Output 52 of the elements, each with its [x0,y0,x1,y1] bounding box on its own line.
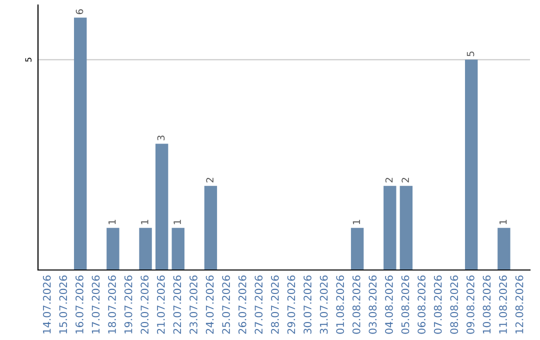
data-label: 1 [352,220,360,224]
bar [155,144,168,270]
bar [350,228,364,270]
bar [400,186,413,270]
x-tick-label: 24.07.2026 [206,276,214,334]
x-tick-label: 05.08.2026 [401,276,410,334]
x-tick-label: 06.08.2026 [418,276,426,334]
x-tick-label: 17.07.2026 [92,276,100,334]
x-tick-label: 29.07.2026 [287,276,296,334]
x-tick-label: 21.07.2026 [156,276,165,334]
x-tick-label: 08.08.2026 [450,276,458,334]
x-tick-label: 18.07.2026 [108,276,116,334]
x-tick-label: 22.07.2026 [173,276,182,334]
bar [498,228,510,270]
x-tick-label: 20.07.2026 [140,276,149,334]
x-tick-label: 15.07.2026 [59,276,68,334]
x-tick-label: 02.08.2026 [352,276,360,334]
bar [106,228,120,270]
data-label: 5 [466,52,474,56]
bar [384,186,396,270]
x-tick-label: 12.08.2026 [515,276,524,334]
x-tick-label: 16.07.2026 [76,276,84,334]
x-tick-label: 25.07.2026 [222,276,230,334]
data-label: 1 [141,220,148,224]
x-tick-label: 04.08.2026 [385,276,393,334]
data-label: 6 [76,9,84,14]
data-label: 1 [174,220,181,224]
x-tick-label: 03.08.2026 [368,276,377,334]
data-label: 1 [108,220,116,224]
x-tick-label: 09.08.2026 [466,276,474,334]
x-tick-label: 28.07.2026 [271,276,279,334]
bar [204,186,218,270]
x-tick-label: 10.08.2026 [482,276,491,334]
x-tick-label: 14.07.2026 [42,276,51,334]
x-tick-label: 31.07.2026 [320,276,328,334]
bar [74,18,87,270]
bar [172,228,184,270]
data-label: 3 [157,136,165,140]
data-label: 2 [206,178,214,182]
x-tick-label: 27.07.2026 [254,276,263,334]
x-tick-label: 19.07.2026 [124,276,132,334]
bar [464,60,478,270]
data-label: 2 [385,178,393,182]
x-tick-label: 11.08.2026 [499,276,507,334]
x-tick-label: 30.07.2026 [304,276,312,334]
data-label: 2 [402,178,409,182]
data-label: 1 [500,220,507,224]
x-tick-label: 01.08.2026 [336,276,344,334]
bar [139,228,152,270]
x-tick-label: 07.08.2026 [434,276,442,334]
x-tick-label: 26.07.2026 [238,276,246,334]
x-tick-label: 23.07.2026 [190,276,198,334]
